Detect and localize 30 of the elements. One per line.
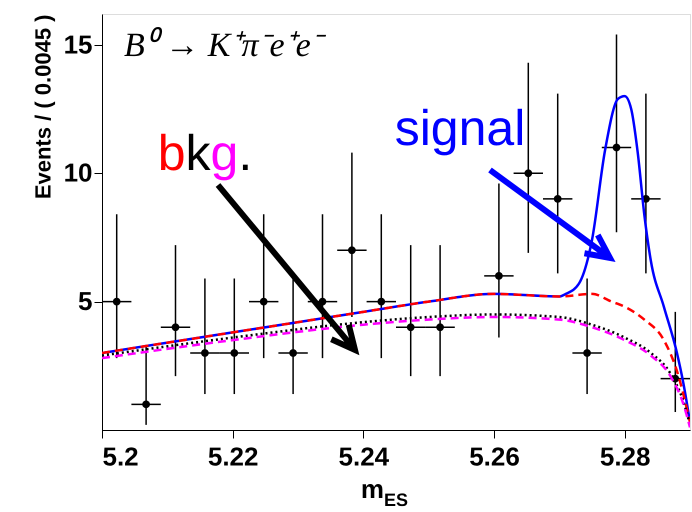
point	[583, 349, 591, 357]
point	[289, 349, 297, 357]
y-tick-label: 15	[64, 29, 92, 60]
annotation: signal	[394, 100, 526, 156]
point	[436, 323, 444, 332]
line-series	[102, 292, 690, 424]
point	[142, 400, 150, 408]
y-tick-label: 5	[78, 286, 92, 316]
y-axis-title: Events / ( 0.0045 )	[30, 14, 56, 200]
point	[230, 349, 238, 357]
annotation: bkg.	[158, 125, 252, 181]
point	[377, 298, 386, 306]
point	[406, 323, 415, 332]
point	[318, 298, 326, 306]
x-tick-label: 5.28	[600, 442, 650, 472]
point	[201, 349, 209, 357]
point	[554, 195, 562, 203]
point	[348, 246, 356, 254]
x-tick-label: 5.2	[102, 442, 139, 472]
chart-title: B⁰ → K⁺π⁻e⁺e⁻	[124, 27, 327, 64]
point	[612, 144, 620, 152]
point	[112, 298, 121, 306]
point	[172, 323, 180, 332]
point	[524, 169, 532, 178]
x-tick-label: 5.26	[469, 442, 520, 472]
x-tick-label: 5.22	[208, 442, 258, 472]
x-tick-label: 5.24	[338, 442, 390, 472]
point	[495, 272, 503, 280]
point	[260, 298, 268, 306]
y-tick-label: 10	[64, 158, 92, 188]
